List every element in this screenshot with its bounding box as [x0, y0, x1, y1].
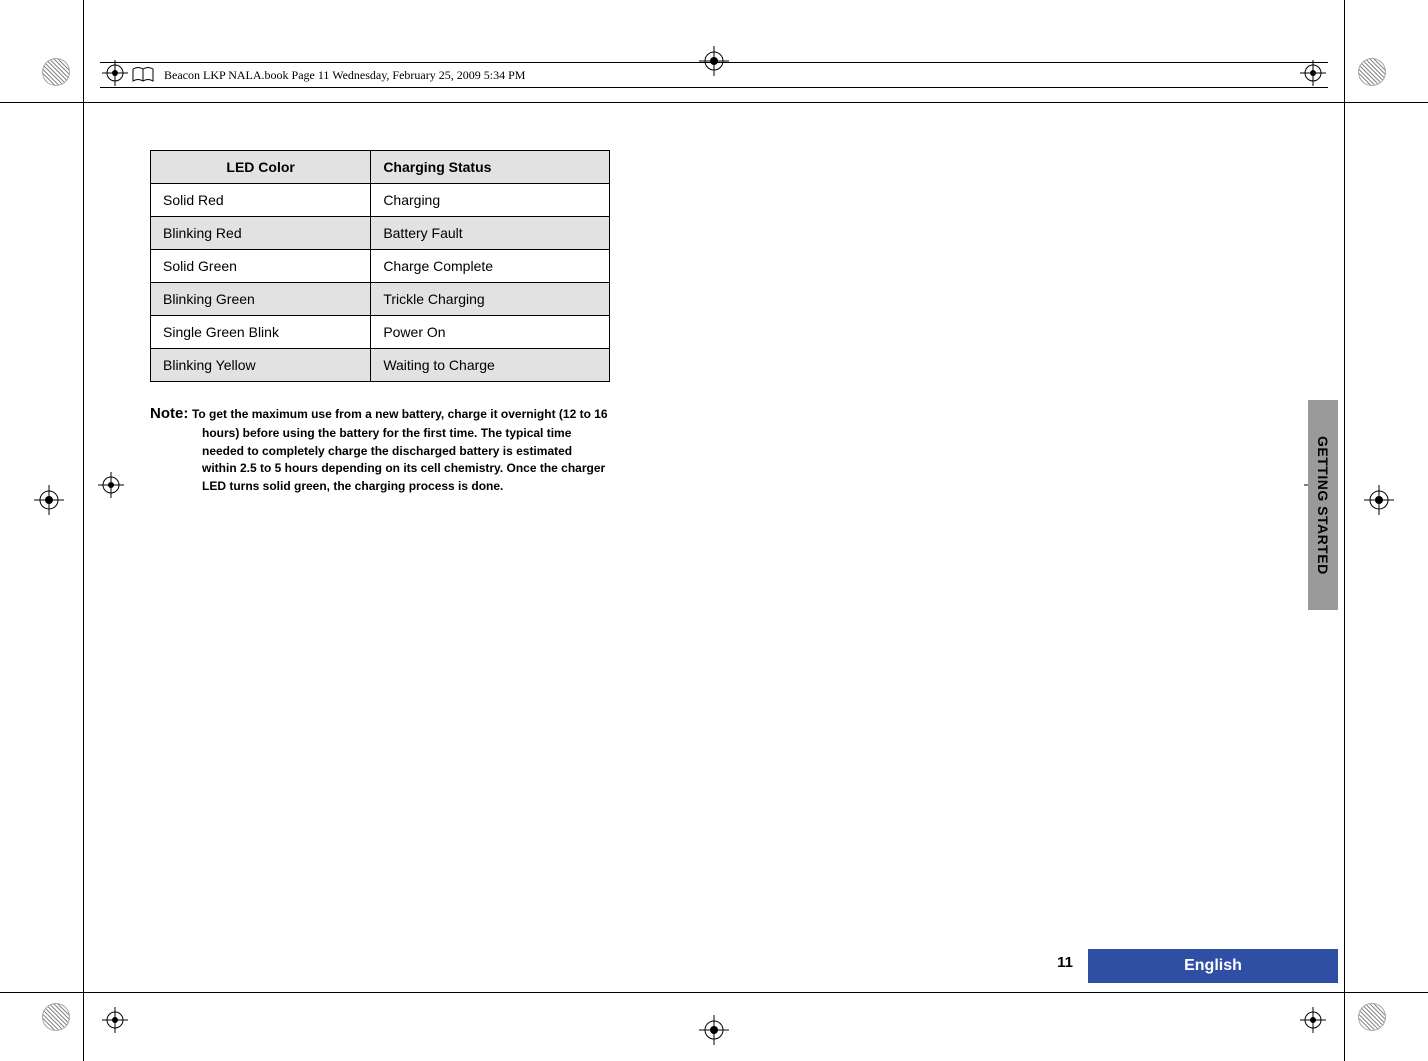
language-label: English	[1184, 957, 1242, 975]
cell-charging-status: Power On	[371, 316, 610, 349]
book-icon	[132, 67, 154, 83]
inner-mark-br	[1298, 1005, 1328, 1035]
table-row: Solid GreenCharge Complete	[151, 250, 610, 283]
cell-charging-status: Charging	[371, 184, 610, 217]
cell-led-color: Solid Green	[151, 250, 371, 283]
crop-line-top	[0, 102, 1428, 103]
cell-led-color: Blinking Green	[151, 283, 371, 316]
document-header-text: Beacon LKP NALA.book Page 11 Wednesday, …	[164, 68, 525, 83]
cell-led-color: Blinking Red	[151, 217, 371, 250]
table-row: Blinking GreenTrickle Charging	[151, 283, 610, 316]
table-row: Solid RedCharging	[151, 184, 610, 217]
corner-ornament-bottom-left	[42, 1003, 70, 1031]
cell-led-color: Single Green Blink	[151, 316, 371, 349]
page-number: 11	[1057, 954, 1073, 971]
crop-line-bottom	[0, 992, 1428, 993]
document-header: Beacon LKP NALA.book Page 11 Wednesday, …	[100, 62, 1328, 88]
crop-line-left	[83, 0, 84, 1061]
table-row: Blinking RedBattery Fault	[151, 217, 610, 250]
registration-mark-right	[1364, 485, 1394, 515]
section-tab: GETTING STARTED	[1308, 400, 1338, 610]
note-label: Note:	[150, 405, 188, 422]
corner-ornament-top-right	[1358, 58, 1386, 86]
section-tab-label: GETTING STARTED	[1315, 436, 1331, 575]
corner-ornament-bottom-right	[1358, 1003, 1386, 1031]
table-header-charging-status: Charging Status	[371, 151, 610, 184]
cell-charging-status: Waiting to Charge	[371, 349, 610, 382]
note-block: Note: To get the maximum use from a new …	[150, 404, 610, 494]
corner-ornament-top-left	[42, 58, 70, 86]
inner-mark-bl	[100, 1005, 130, 1035]
registration-mark-left	[34, 485, 64, 515]
table-header-led-color: LED Color	[151, 151, 371, 184]
cell-charging-status: Trickle Charging	[371, 283, 610, 316]
inner-mark-ml	[96, 470, 126, 500]
led-status-table: LED Color Charging Status Solid RedCharg…	[150, 150, 610, 382]
table-row: Single Green BlinkPower On	[151, 316, 610, 349]
crop-line-right	[1344, 0, 1345, 1061]
cell-charging-status: Charge Complete	[371, 250, 610, 283]
page-content: LED Color Charging Status Solid RedCharg…	[150, 150, 610, 494]
table-row: Blinking YellowWaiting to Charge	[151, 349, 610, 382]
registration-mark-bottom	[699, 1015, 729, 1045]
cell-led-color: Blinking Yellow	[151, 349, 371, 382]
cell-charging-status: Battery Fault	[371, 217, 610, 250]
cell-led-color: Solid Red	[151, 184, 371, 217]
note-body: To get the maximum use from a new batter…	[192, 407, 608, 493]
language-box: English	[1088, 949, 1338, 983]
